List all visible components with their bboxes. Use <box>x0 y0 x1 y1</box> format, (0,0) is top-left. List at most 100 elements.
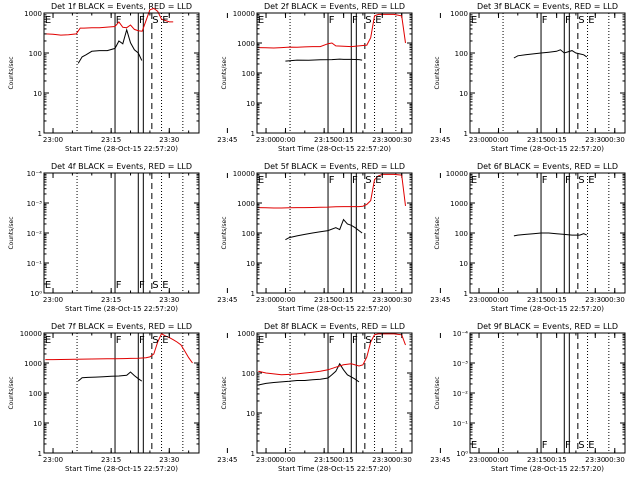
x-tick-label: 23:45 <box>217 296 237 304</box>
y-tick-label: 10 <box>459 260 468 268</box>
x-axis-label: Start Time (28-Oct-15 22:57:20) <box>278 465 391 473</box>
y-tick-label: 1 <box>38 130 42 138</box>
event-marker-f: F <box>542 15 548 26</box>
panel-3f: Det 3f BLACK = Events, RED = LLD 1 10 100 10… <box>434 2 626 153</box>
event-marker-e: E <box>45 280 51 291</box>
y-tick-label: 10000 <box>233 170 255 178</box>
x-tick-label: 23:00 <box>469 296 489 304</box>
x-tick-label: 23:45 <box>217 136 237 144</box>
x-tick-label: 23:30 <box>585 456 605 464</box>
event-marker-e: E <box>45 15 51 26</box>
event-marker-e: E <box>375 15 381 26</box>
x-tick-label: 23:00 <box>469 136 489 144</box>
plot-frame <box>43 332 200 454</box>
x-tick-label: 23:30 <box>372 456 392 464</box>
event-marker-e: E <box>471 175 477 186</box>
plot-frame <box>469 332 626 454</box>
x-tick-label: 23:15 <box>314 296 334 304</box>
plot-frame <box>256 332 413 454</box>
y-axis-label: Counts/sec <box>8 56 15 89</box>
y-tick-label: 10⁰ <box>30 290 42 298</box>
x-tick-label: 23:30 <box>159 296 179 304</box>
event-marker-f: F <box>329 15 335 26</box>
event-marker-f: F <box>565 175 571 186</box>
y-tick-label: 10000 <box>233 10 255 18</box>
x-tick-label: 23:45 <box>217 456 237 464</box>
event-marker-e: E <box>162 335 168 346</box>
y-tick-label: 10 <box>459 90 468 98</box>
plot-frame <box>469 12 626 134</box>
event-marker-s: S <box>152 280 158 291</box>
y-tick-label: 100 <box>455 50 468 58</box>
event-marker-f: F <box>352 175 358 186</box>
x-tick-label: 00:30 <box>605 296 625 304</box>
x-tick-label: 00:00 <box>488 296 508 304</box>
x-tick-label: 23:30 <box>585 136 605 144</box>
x-tick-label: 23:45 <box>430 136 450 144</box>
event-marker-e: E <box>162 15 168 26</box>
x-tick-label: 23:30 <box>585 296 605 304</box>
event-marker-f: F <box>352 15 358 26</box>
x-tick-label: 00:15 <box>334 456 354 464</box>
y-axis-label: Counts/sec <box>221 376 228 409</box>
y-axis-label: Counts/sec <box>434 216 441 249</box>
panel-title: Det 2f BLACK = Events, RED = LLD <box>264 2 405 11</box>
y-axis-label: Counts/sec <box>434 56 441 89</box>
y-tick-label: 1 <box>251 130 255 138</box>
x-tick-label: 00:15 <box>547 296 567 304</box>
panel-7f: Det 7f BLACK = Events, RED = LLD11010010… <box>8 322 412 473</box>
x-tick-label: 23:15 <box>527 296 547 304</box>
x-tick-label: 23:15 <box>101 456 121 464</box>
x-tick-label: 23:15 <box>101 296 121 304</box>
y-tick-label: 1 <box>38 450 42 458</box>
plot-frame <box>43 12 200 134</box>
x-tick-label: 23:15 <box>101 136 121 144</box>
y-axis-label: Counts/sec <box>434 376 441 409</box>
panel-4f: Det 4f BLACK = Events, RED = LLD 10⁰ 10⁻¹ 1… <box>8 162 412 313</box>
x-tick-label: 00:15 <box>547 456 567 464</box>
y-tick-label: 10000 <box>446 170 468 178</box>
panel-title: Det 4f BLACK = Events, RED = LLD <box>51 162 192 171</box>
event-marker-e: E <box>258 15 264 26</box>
x-axis-label: Start Time (28-Oct-15 22:57:20) <box>491 145 604 153</box>
x-tick-label: 23:00 <box>43 136 63 144</box>
series-events-line <box>77 371 143 382</box>
panel-6f: Det 6f BLACK = Events, RED = LLD 1 10 100 10… <box>434 162 626 313</box>
y-tick-label: 10 <box>246 410 255 418</box>
x-tick-label: 23:00 <box>43 296 63 304</box>
event-marker-f: F <box>116 280 122 291</box>
y-tick-label: 10⁻² <box>453 390 469 398</box>
y-tick-label: 100 <box>242 70 255 78</box>
y-tick-label: 100 <box>29 50 42 58</box>
event-marker-e: E <box>588 15 594 26</box>
y-axis-label: Counts/sec <box>221 216 228 249</box>
x-tick-label: 00:00 <box>275 136 295 144</box>
event-marker-s: S <box>365 335 371 346</box>
x-tick-label: 00:15 <box>547 136 567 144</box>
event-marker-e: E <box>471 15 477 26</box>
x-tick-label: 23:15 <box>527 456 547 464</box>
x-axis-label: Start Time (28-Oct-15 22:57:20) <box>491 465 604 473</box>
panel-title: Det 5f BLACK = Events, RED = LLD <box>264 162 405 171</box>
y-tick-label: 1000 <box>450 200 468 208</box>
event-marker-f: F <box>565 440 571 451</box>
x-tick-label: 00:00 <box>488 456 508 464</box>
event-marker-e: E <box>258 335 264 346</box>
x-tick-label: 23:00 <box>469 456 489 464</box>
series-events-line <box>77 27 143 64</box>
event-marker-e: E <box>258 175 264 186</box>
y-tick-label: 10⁰ <box>456 450 468 458</box>
x-tick-label: 23:45 <box>430 456 450 464</box>
event-marker-s: S <box>578 15 584 26</box>
event-marker-e: E <box>375 335 381 346</box>
y-tick-label: 100 <box>29 390 42 398</box>
event-marker-e: E <box>588 440 594 451</box>
y-tick-label: 1000 <box>237 330 255 338</box>
plot-frame <box>256 172 413 294</box>
y-tick-label: 10⁻⁴ <box>453 330 469 338</box>
x-axis-label: Start Time (28-Oct-15 22:57:20) <box>491 305 604 313</box>
x-tick-label: 00:30 <box>392 136 412 144</box>
y-tick-label: 10 <box>246 260 255 268</box>
series-events-line <box>285 218 363 241</box>
